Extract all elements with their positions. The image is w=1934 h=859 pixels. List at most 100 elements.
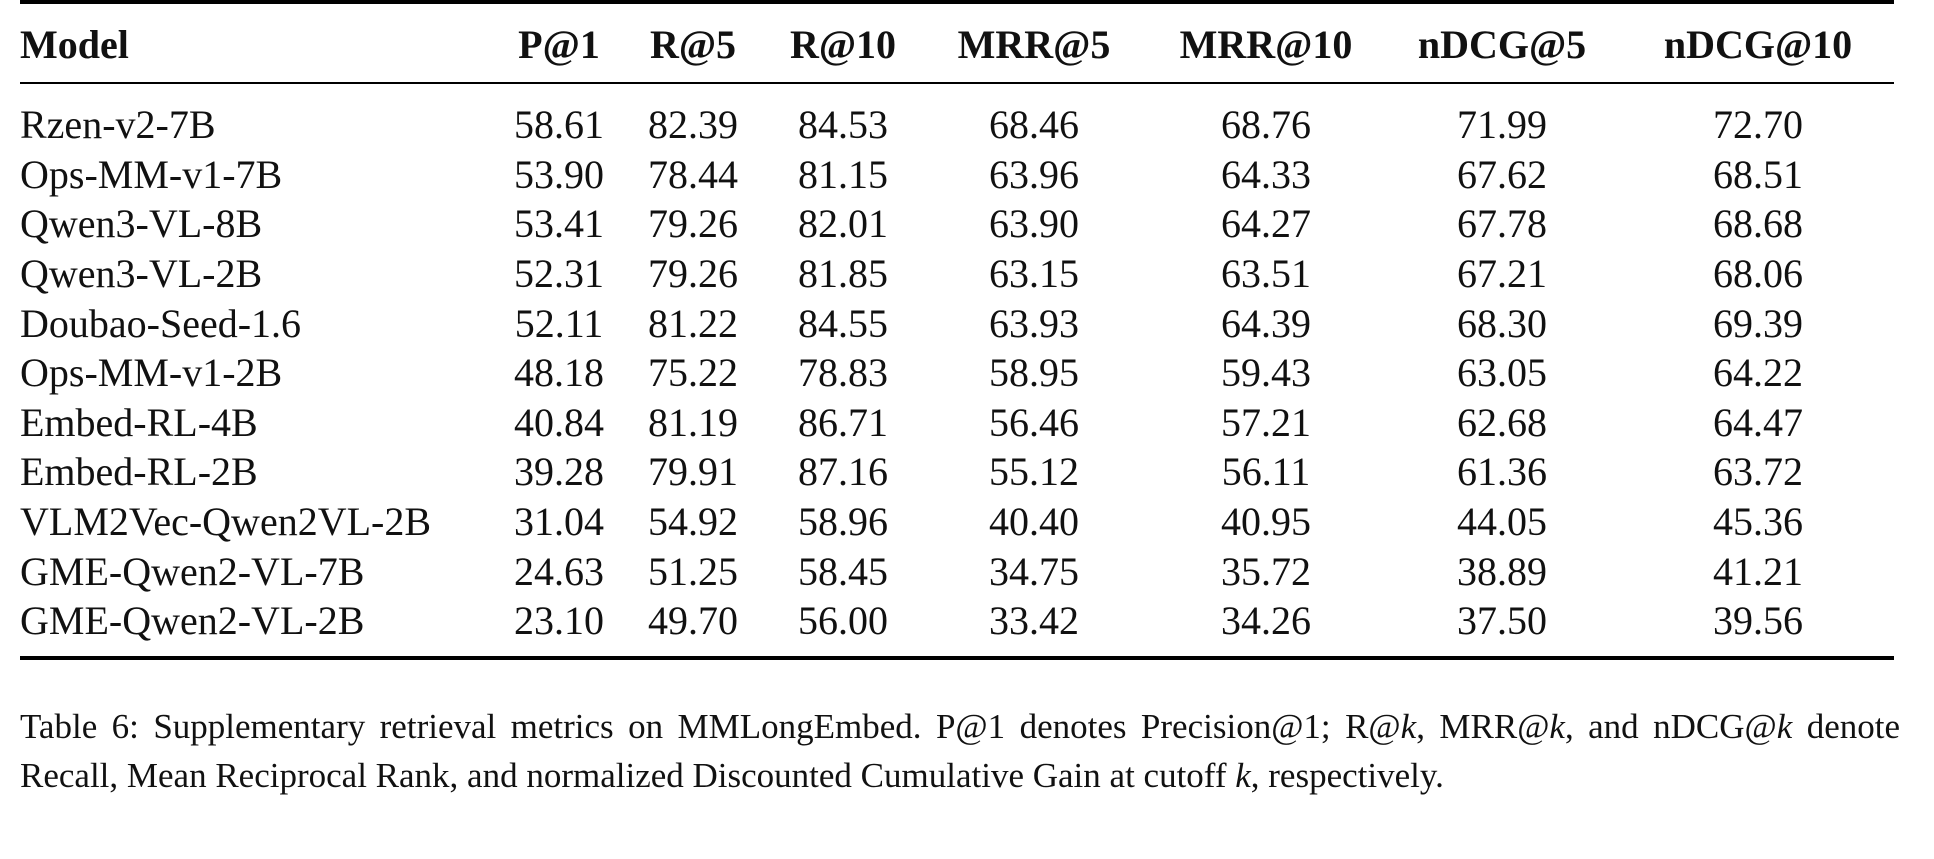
- caption-k-4: k: [1235, 756, 1251, 795]
- cell-model: Embed-RL-2B: [20, 449, 258, 495]
- cell-r5: 79.91: [648, 449, 738, 495]
- cell-r10: 84.53: [798, 102, 888, 148]
- cell-r10: 87.16: [798, 449, 888, 495]
- column-header-ndcg10: nDCG@10: [1663, 21, 1853, 67]
- cell-mrr10: 64.33: [1221, 151, 1311, 197]
- cell-ndcg5: 71.99: [1457, 102, 1547, 148]
- column-header-mrr5: MRR@5: [957, 21, 1111, 67]
- cell-r10: 56.00: [798, 598, 888, 644]
- cell-r10: 82.01: [798, 201, 888, 247]
- table-row: Embed-RL-2B 39.28 79.91 87.16 55.12 56.11 61.3…: [20, 447, 1894, 497]
- column-header-r5: R@5: [649, 21, 737, 67]
- column-header-model: Model: [20, 21, 129, 67]
- table-row: Ops-MM-v1-7B 53.90 78.44 81.15 63.96 64.33 67.…: [20, 150, 1894, 200]
- cell-r5: 82.39: [648, 102, 738, 148]
- cell-r5: 78.44: [648, 151, 738, 197]
- cell-r5: 81.19: [648, 399, 738, 445]
- cell-ndcg10: 72.70: [1713, 102, 1803, 148]
- cell-mrr10: 40.95: [1221, 499, 1311, 545]
- table-header-row: Model P@1 R@5 R@10 MRR@5 MRR@10 nDCG@5 n…: [20, 16, 1894, 72]
- cell-mrr10: 64.27: [1221, 201, 1311, 247]
- cell-model: GME-Qwen2-VL-7B: [20, 548, 365, 594]
- cell-mrr10: 59.43: [1221, 350, 1311, 396]
- column-header-ndcg5: nDCG@5: [1417, 21, 1587, 67]
- column-header-p1: P@1: [518, 21, 600, 67]
- table-row: Qwen3-VL-2B 52.31 79.26 81.85 63.15 63.51 67.2…: [20, 249, 1894, 299]
- cell-p1: 40.84: [514, 399, 604, 445]
- cell-ndcg5: 62.68: [1457, 399, 1547, 445]
- cell-mrr5: 58.95: [989, 350, 1079, 396]
- cell-model: Ops-MM-v1-2B: [20, 350, 283, 396]
- cell-ndcg10: 41.21: [1713, 548, 1803, 594]
- cell-ndcg10: 68.68: [1713, 201, 1803, 247]
- cell-mrr5: 63.96: [989, 151, 1079, 197]
- column-header-mrr10: MRR@10: [1179, 21, 1353, 67]
- caption-text-2: , MRR@: [1416, 707, 1550, 746]
- caption-text-1: Supplementary retrieval metrics on MMLon…: [153, 707, 1401, 746]
- cell-r10: 58.45: [798, 548, 888, 594]
- cell-r5: 54.92: [648, 499, 738, 545]
- cell-p1: 31.04: [514, 499, 604, 545]
- cell-mrr10: 63.51: [1221, 251, 1311, 297]
- caption-label: Table 6:: [20, 707, 139, 746]
- cell-ndcg5: 63.05: [1457, 350, 1547, 396]
- table-row: Embed-RL-4B 40.84 81.19 86.71 56.46 57.21 62.6…: [20, 398, 1894, 448]
- cell-r5: 81.22: [648, 300, 738, 346]
- cell-ndcg10: 39.56: [1713, 598, 1803, 644]
- cell-r10: 58.96: [798, 499, 888, 545]
- cell-p1: 58.61: [514, 102, 604, 148]
- cell-model: Rzen-v2-7B: [20, 102, 216, 148]
- cell-mrr10: 64.39: [1221, 300, 1311, 346]
- results-table: Model P@1 R@5 R@10 MRR@5 MRR@10 nDCG@5 n…: [20, 16, 1894, 646]
- cell-p1: 23.10: [514, 598, 604, 644]
- cell-ndcg5: 67.78: [1457, 201, 1547, 247]
- cell-model: VLM2Vec-Qwen2VL-2B: [20, 499, 432, 545]
- cell-ndcg5: 68.30: [1457, 300, 1547, 346]
- table-row: Ops-MM-v1-2B 48.18 75.22 78.83 58.95 59.43 63.…: [20, 348, 1894, 398]
- cell-ndcg10: 64.47: [1713, 399, 1803, 445]
- cell-ndcg5: 37.50: [1457, 598, 1547, 644]
- cell-model: Ops-MM-v1-7B: [20, 151, 283, 197]
- cell-r5: 79.26: [648, 251, 738, 297]
- cell-mrr10: 68.76: [1221, 102, 1311, 148]
- cell-r10: 81.15: [798, 151, 888, 197]
- cell-ndcg5: 61.36: [1457, 449, 1547, 495]
- cell-mrr10: 34.26: [1221, 598, 1311, 644]
- cell-mrr5: 55.12: [989, 449, 1079, 495]
- cell-ndcg5: 67.21: [1457, 251, 1547, 297]
- cell-ndcg10: 68.06: [1713, 251, 1803, 297]
- caption-k-1: k: [1400, 707, 1417, 746]
- cell-model: Embed-RL-4B: [20, 399, 258, 445]
- cell-mrr5: 68.46: [989, 102, 1079, 148]
- table-row: VLM2Vec-Qwen2VL-2B 31.04 54.92 58.96 40.40 40…: [20, 497, 1894, 547]
- table-body: Rzen-v2-7B 58.61 82.39 84.53 68.46 68.76 71.99…: [20, 100, 1894, 646]
- column-header-r10: R@10: [789, 21, 897, 67]
- cell-mrr5: 63.90: [989, 201, 1079, 247]
- cell-ndcg5: 67.62: [1457, 151, 1547, 197]
- caption-k-2: k: [1549, 707, 1565, 746]
- cell-r10: 78.83: [798, 350, 888, 396]
- table-row: Rzen-v2-7B 58.61 82.39 84.53 68.46 68.76 71.99…: [20, 100, 1894, 150]
- cell-r10: 86.71: [798, 399, 888, 445]
- caption-text-4: denote Recall, Mean Reciprocal Rank, and…: [20, 707, 1901, 795]
- cell-r5: 75.22: [648, 350, 738, 396]
- cell-mrr5: 34.75: [989, 548, 1079, 594]
- cell-r5: 79.26: [648, 201, 738, 247]
- caption-text-3: , and nDCG@: [1564, 707, 1777, 746]
- cell-ndcg5: 44.05: [1457, 499, 1547, 545]
- cell-ndcg10: 64.22: [1713, 350, 1803, 396]
- cell-r10: 84.55: [798, 300, 888, 346]
- table-row: Doubao-Seed-1.6 52.11 81.22 84.55 63.93 64.39…: [20, 298, 1894, 348]
- table-row: GME-Qwen2-VL-7B 24.63 51.25 58.45 34.75 35.72…: [20, 546, 1894, 596]
- cell-mrr10: 35.72: [1221, 548, 1311, 594]
- table-top-rule: [20, 0, 1894, 4]
- table-caption: Table 6: Supplementary retrieval metrics…: [20, 702, 1900, 800]
- table-bottom-rule: [20, 656, 1894, 660]
- cell-mrr5: 63.93: [989, 300, 1079, 346]
- cell-mrr10: 56.11: [1221, 449, 1311, 495]
- cell-ndcg10: 63.72: [1713, 449, 1803, 495]
- cell-ndcg5: 38.89: [1457, 548, 1547, 594]
- caption-k-3: k: [1776, 707, 1793, 746]
- cell-mrr5: 40.40: [989, 499, 1079, 545]
- table-row: GME-Qwen2-VL-2B 23.10 49.70 56.00 33.42 34.26…: [20, 596, 1894, 646]
